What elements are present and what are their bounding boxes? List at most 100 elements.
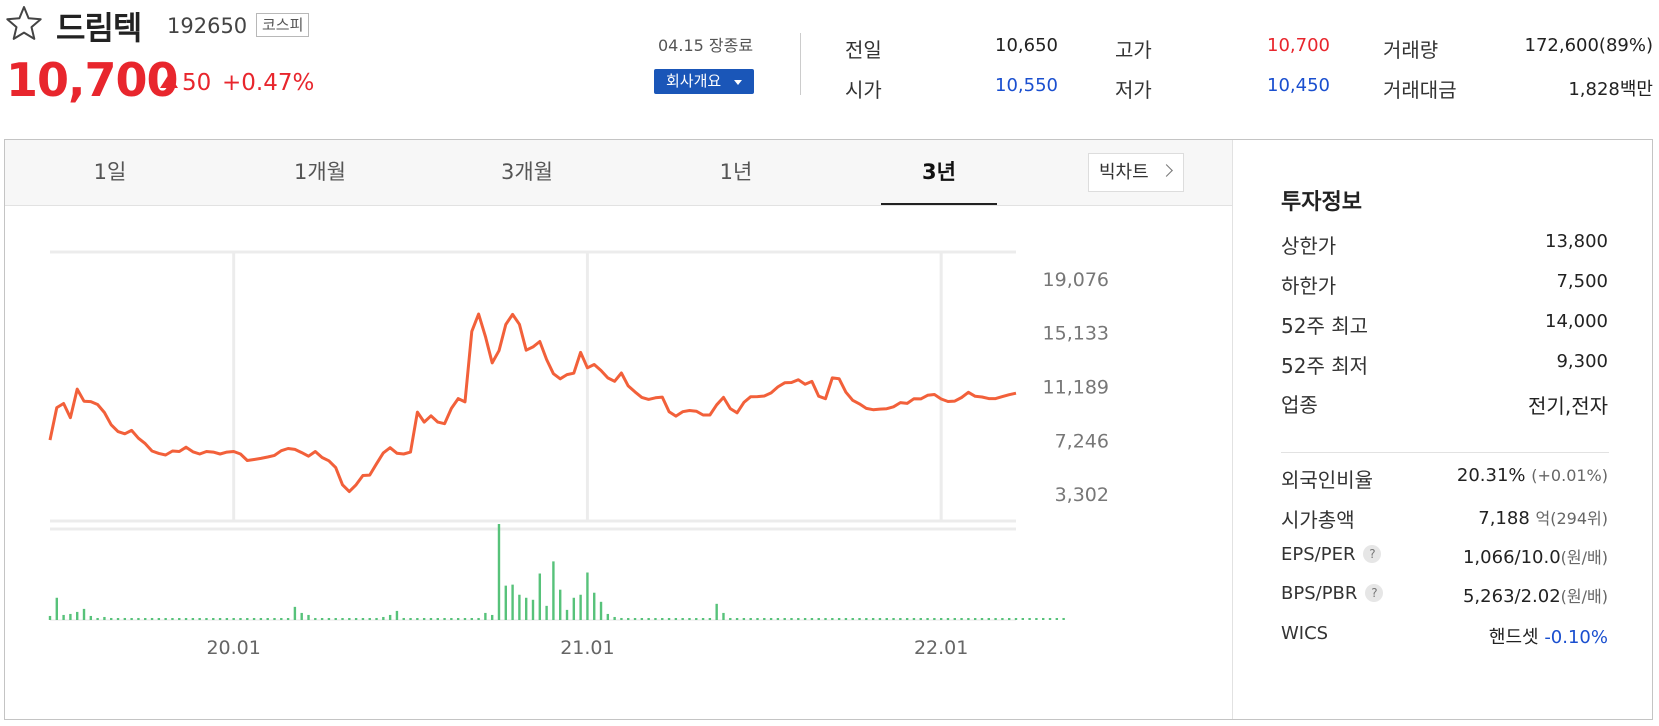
- big-chart-button[interactable]: 빅차트: [1088, 153, 1184, 192]
- market-cap-rank: (294위): [1550, 509, 1608, 528]
- volume-bar: [300, 612, 303, 620]
- volume-bar: [164, 618, 167, 620]
- volume-bar: [980, 618, 984, 620]
- foreign-ratio-value: 20.31% (+0.01%): [1457, 465, 1608, 486]
- y-tick-label: 19,076: [1043, 269, 1109, 291]
- current-price: 10,700: [6, 53, 179, 107]
- low-price-value: 10,450: [1267, 75, 1330, 96]
- volume-bar: [76, 611, 79, 620]
- volume-bar: [831, 618, 834, 620]
- volume-bar: [388, 614, 392, 620]
- eps-per-label-text: EPS/PER: [1281, 544, 1356, 565]
- volume-bar: [409, 618, 412, 620]
- volume-bar: [1048, 618, 1052, 620]
- industry-value: 전기,전자: [1528, 394, 1608, 418]
- stock-name: 드림텍: [56, 9, 142, 47]
- price-line: [48, 312, 1017, 494]
- volume-bar: [837, 618, 841, 620]
- volume-bar: [327, 618, 331, 620]
- company-overview-button[interactable]: 회사개요: [654, 69, 754, 94]
- volume-bar: [232, 618, 235, 620]
- volume-bar: [559, 589, 562, 620]
- volume-bar: [627, 618, 630, 620]
- trade-amount-label: 거래대금: [1383, 78, 1457, 102]
- market-cap-label: 시가총액: [1281, 508, 1355, 532]
- volume-bar: [824, 618, 827, 620]
- volume-bar: [286, 618, 290, 620]
- volume-bar: [130, 618, 133, 620]
- volume-bar: [538, 573, 542, 620]
- volume-bar: [239, 618, 242, 620]
- foreign-ratio-change: (+0.01%): [1531, 466, 1608, 485]
- volume-bar: [341, 618, 344, 620]
- volume-bar: [246, 618, 249, 620]
- volume-bar: [123, 617, 127, 620]
- tab-3year[interactable]: 3년: [922, 160, 956, 184]
- y-tick-label: 7,246: [1055, 430, 1109, 452]
- trade-amount-value: 1,828백만: [1568, 79, 1653, 100]
- bps-pbr-value: 5,263/2.02(원/배): [1463, 583, 1608, 607]
- week52-low-label: 52주 최저: [1281, 354, 1369, 378]
- volume-bar: [749, 618, 752, 620]
- x-axis-labels: 20.01 21.01 22.01: [206, 637, 968, 659]
- volume-bar: [368, 618, 371, 620]
- open-price-label: 시가: [845, 78, 882, 102]
- open-price-value: 10,550: [995, 75, 1058, 96]
- volume-bar: [144, 618, 147, 620]
- wics-change: -0.10%: [1544, 627, 1608, 648]
- volume-bar: [797, 618, 800, 620]
- volume-bar: [402, 617, 405, 620]
- eps-per-unit: (원/배): [1560, 548, 1608, 567]
- help-icon[interactable]: ?: [1363, 545, 1382, 563]
- company-overview-label: 회사개요: [666, 72, 722, 90]
- volume-bar: [695, 618, 698, 620]
- industry-label: 업종: [1281, 393, 1318, 417]
- volume-bar: [790, 618, 793, 620]
- favorite-star-icon[interactable]: [4, 4, 44, 42]
- tab-1year[interactable]: 1년: [719, 160, 753, 184]
- volume-bar: [715, 603, 718, 620]
- active-tab-indicator: [881, 203, 997, 205]
- volume-bar: [647, 618, 650, 620]
- big-chart-label: 빅차트: [1099, 162, 1149, 183]
- volume-bar: [191, 618, 195, 620]
- volume-bar: [844, 618, 848, 620]
- volume-bar: [871, 618, 875, 620]
- volume-bar: [654, 618, 657, 620]
- wics-sector[interactable]: 핸드셋: [1488, 627, 1539, 648]
- volume-bar: [613, 616, 616, 620]
- volume-bar: [252, 618, 256, 620]
- upper-limit-value: 13,800: [1545, 231, 1608, 252]
- volume-bar: [484, 612, 487, 620]
- volume-bar: [497, 524, 501, 620]
- volume-bar: [620, 617, 623, 620]
- tab-3month[interactable]: 3개월: [500, 160, 553, 184]
- price-change-rate: +0.47%: [222, 70, 315, 96]
- volume-bar: [334, 618, 337, 620]
- eps-per-label: EPS/PER?: [1281, 544, 1382, 565]
- tab-1month[interactable]: 1개월: [293, 160, 346, 184]
- volume-bar: [171, 618, 174, 620]
- volume-bar: [552, 561, 555, 620]
- volume-bar: [722, 612, 725, 620]
- volume-bar: [456, 618, 460, 620]
- x-tick-label: 22.01: [914, 637, 968, 659]
- upper-limit-label: 상한가: [1281, 234, 1337, 258]
- help-icon[interactable]: ?: [1365, 584, 1384, 602]
- volume-bar: [946, 618, 950, 620]
- info-divider: [1281, 452, 1609, 453]
- volume-label: 거래량: [1383, 38, 1439, 62]
- volume-bar: [729, 617, 732, 620]
- y-tick-label: 3,302: [1055, 484, 1109, 506]
- volume-bar: [110, 617, 113, 620]
- volume-bar: [783, 618, 786, 620]
- tab-1day[interactable]: 1일: [93, 160, 127, 184]
- chart-panel: 1일 1개월 3개월 1년 3년 빅차트 19,076 15,133 11,189 7…: [4, 139, 1653, 720]
- volume-bar: [708, 618, 712, 620]
- volume-bar: [150, 617, 154, 620]
- volume-bar: [198, 618, 201, 620]
- week52-high-label: 52주 최고: [1281, 314, 1369, 338]
- volume-bar: [531, 599, 535, 620]
- volume-bar: [184, 618, 188, 620]
